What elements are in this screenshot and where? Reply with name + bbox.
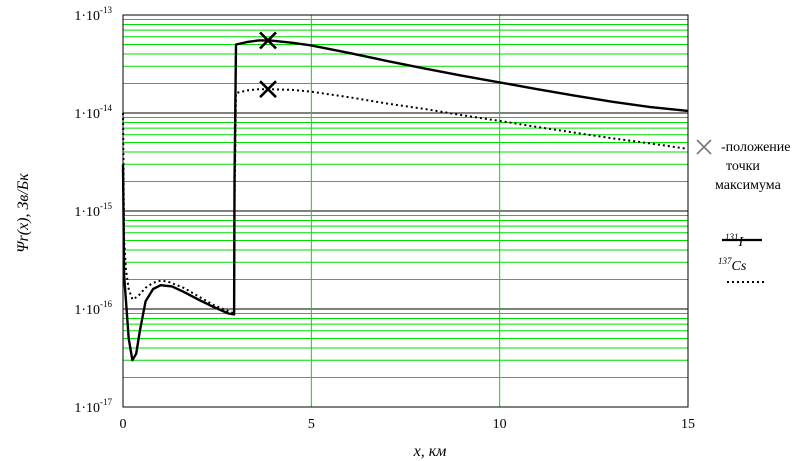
legend-marker-text-line1: -положение (721, 140, 791, 155)
x-tick-label: 0 (120, 417, 127, 432)
y-tick-label: 1·10-17 (74, 397, 112, 416)
y-tick-label: 1·10-15 (74, 201, 112, 220)
maxima-markers (259, 31, 277, 99)
x-tick-labels: 0 5 10 15 (120, 417, 696, 432)
y-tick-label: 1·10-16 (74, 299, 112, 318)
legend-iodine-element: I (738, 235, 745, 250)
legend-cesium-element: Cs (732, 259, 747, 274)
series-lines (121, 39, 689, 362)
maximum-marker-icon-1 (259, 31, 277, 50)
x-tick-label: 10 (493, 417, 507, 432)
y-axis-label: Ψr(x), Зв/Бк (15, 173, 32, 253)
legend: -положение точки максимума 131I 137Cs (696, 139, 791, 283)
series-line-cesium (122, 88, 689, 315)
svg-text:137Cs: 137Cs (718, 256, 747, 274)
y-tick-labels: 1·10-13 1·10-14 1·10-15 1·10-16 1·10-17 (74, 5, 112, 416)
legend-item-cesium: 137Cs (718, 256, 767, 283)
legend-maximum-marker-icon (696, 139, 712, 155)
maximum-marker-icon-2 (259, 80, 277, 99)
plot-frame (122, 14, 689, 408)
grid (122, 14, 689, 408)
legend-iodine-mass: 131 (725, 232, 739, 242)
y-tick-label: 1·10-14 (74, 103, 112, 122)
svg-text:131I: 131I (725, 232, 745, 250)
legend-cesium-mass: 137 (718, 256, 732, 266)
legend-marker-text-line2: точки (726, 159, 760, 174)
x-tick-label: 15 (681, 417, 695, 432)
legend-marker-text-line3: максимума (715, 178, 782, 193)
x-axis-label: x, км (413, 443, 447, 460)
y-tick-label: 1·10-13 (74, 5, 112, 24)
x-tick-label: 5 (308, 417, 315, 432)
legend-item-iodine: 131I (722, 232, 762, 250)
